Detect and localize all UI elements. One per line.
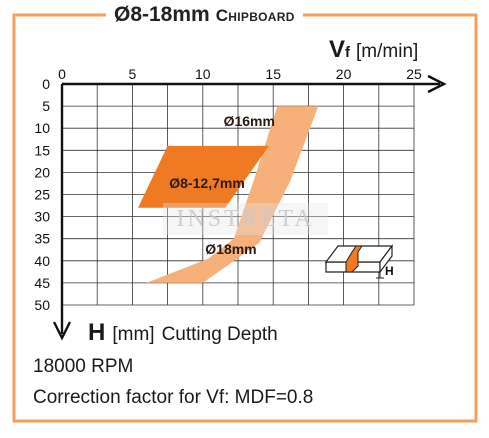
y-axis-title: H [mm] Cutting Depth <box>88 319 278 347</box>
chart-title: Ø8-18mm Chipboard <box>106 3 303 31</box>
y-axis-arrowhead <box>52 321 72 341</box>
y-tick-label: 30 <box>34 209 50 225</box>
y-tick-label: 50 <box>34 297 50 313</box>
inset-cut-profile <box>345 245 363 273</box>
y-tick-label: 0 <box>42 76 50 92</box>
x-axis-unit: [m/min] <box>356 41 419 62</box>
y-axis-symbol: H <box>88 319 106 346</box>
correction-note: Correction factor for Vf: MDF=0.8 <box>33 387 314 408</box>
x-tick-label: 20 <box>336 66 352 82</box>
title-material: Chipboard <box>215 6 295 25</box>
series-label-0: Ø16mm <box>224 113 275 129</box>
title-main: Ø8-18mm <box>114 3 210 26</box>
x-axis-arrowhead <box>427 74 447 94</box>
x-tick-label: 25 <box>406 66 422 82</box>
inset-label: H <box>385 264 394 278</box>
y-tick-label: 40 <box>34 253 50 269</box>
x-tick-label: 10 <box>195 66 211 82</box>
y-tick-label: 35 <box>34 231 50 247</box>
x-tick-label: 15 <box>265 66 281 82</box>
y-axis-description: Cutting Depth <box>161 324 278 345</box>
x-axis-symbol: V <box>329 36 346 63</box>
series-label-1: Ø18mm <box>205 241 256 257</box>
y-tick-label: 15 <box>34 142 50 158</box>
band-dark <box>138 145 269 208</box>
x-tick-label: 0 <box>58 66 66 82</box>
y-tick-label: 45 <box>34 275 50 291</box>
x-axis-subscript: f <box>345 44 351 61</box>
watermark: INSTRETA <box>163 203 328 235</box>
rpm-note: 18000 RPM <box>33 356 134 377</box>
y-tick-label: 5 <box>42 98 50 114</box>
y-tick-label: 25 <box>34 187 50 203</box>
y-axis-unit: [mm] <box>112 324 155 345</box>
band-light <box>146 106 319 283</box>
y-tick-label: 10 <box>34 120 50 136</box>
x-tick-label: 5 <box>129 66 137 82</box>
x-axis-title: V f [m/min] <box>329 36 418 64</box>
series-label-2: Ø8-12,7mm <box>169 175 244 191</box>
y-tick-label: 20 <box>34 164 50 180</box>
